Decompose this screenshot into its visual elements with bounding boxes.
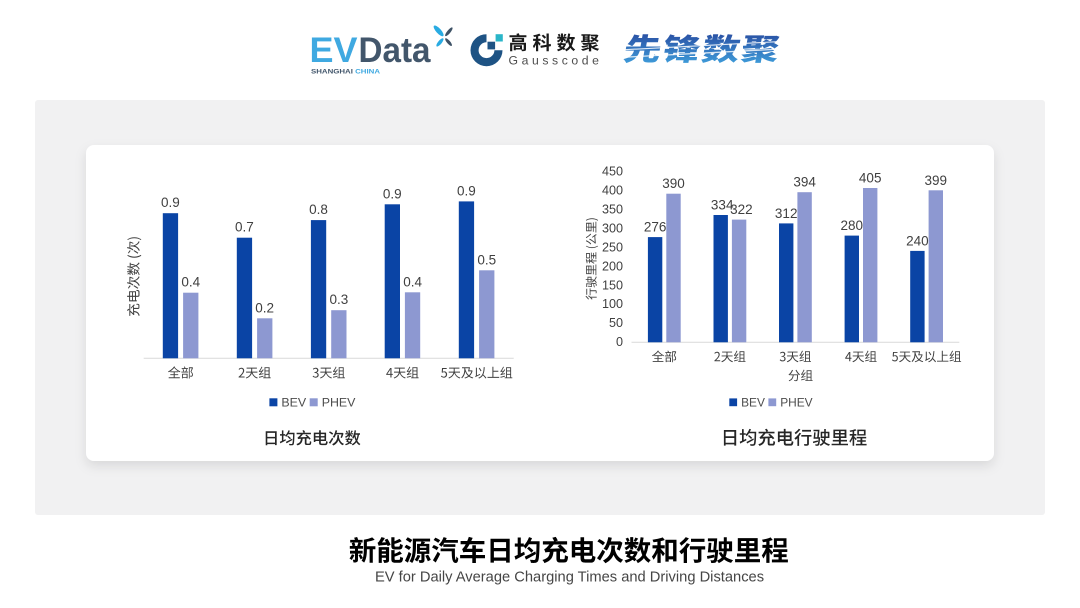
svg-text:390: 390 [662, 176, 685, 191]
svg-text:276: 276 [644, 220, 667, 235]
svg-text:450: 450 [602, 165, 623, 179]
svg-text:312: 312 [775, 206, 798, 221]
svg-text:0.9: 0.9 [383, 186, 402, 201]
svg-text:Data: Data [359, 31, 431, 70]
svg-text:0.7: 0.7 [235, 220, 254, 235]
svg-text:0.8: 0.8 [309, 202, 328, 217]
svg-text:300: 300 [602, 222, 623, 236]
svg-text:0.9: 0.9 [457, 183, 476, 198]
svg-text:0.9: 0.9 [161, 195, 180, 210]
svg-text:350: 350 [602, 203, 623, 217]
svg-text:400: 400 [602, 184, 623, 198]
svg-text:334: 334 [711, 198, 734, 213]
svg-text:50: 50 [609, 316, 623, 330]
svg-text:0.5: 0.5 [477, 252, 496, 267]
svg-text:0.4: 0.4 [403, 274, 422, 289]
svg-text:0.2: 0.2 [255, 300, 274, 315]
svg-text:EV: EV [310, 31, 359, 70]
svg-text:250: 250 [602, 240, 623, 254]
svg-text:240: 240 [906, 233, 929, 248]
svg-text:Gausscode: Gausscode [509, 53, 603, 67]
svg-text:PHEV: PHEV [322, 396, 356, 410]
svg-text:0.4: 0.4 [181, 275, 200, 290]
svg-text:0: 0 [616, 335, 623, 349]
svg-text:200: 200 [602, 259, 623, 273]
svg-text:394: 394 [793, 175, 816, 190]
svg-text:BEV: BEV [741, 396, 765, 410]
svg-text:399: 399 [925, 173, 948, 188]
svg-text:PHEV: PHEV [780, 396, 812, 410]
svg-text:0.3: 0.3 [329, 292, 348, 307]
svg-text:100: 100 [602, 297, 623, 311]
svg-text:150: 150 [602, 278, 623, 292]
svg-text:280: 280 [841, 218, 864, 233]
svg-text:405: 405 [859, 170, 882, 185]
svg-text:EV for Daily Average Charging: EV for Daily Average Charging Times and … [375, 570, 764, 586]
svg-text:SHANGHAI CHINA: SHANGHAI CHINA [311, 69, 381, 75]
svg-text:BEV: BEV [281, 396, 307, 410]
svg-text:322: 322 [730, 202, 753, 217]
